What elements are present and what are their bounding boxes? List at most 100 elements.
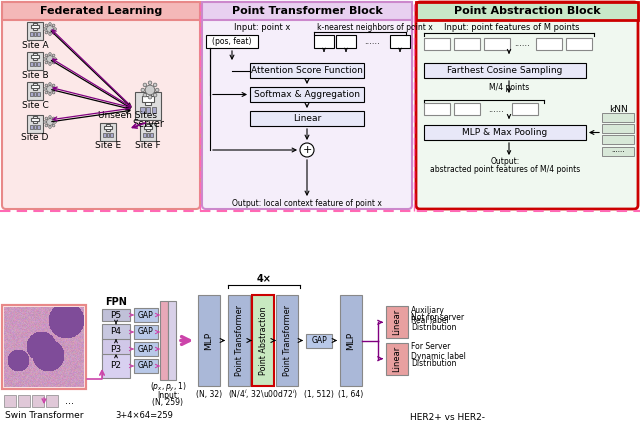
FancyBboxPatch shape xyxy=(454,103,480,115)
Text: Point Transformer: Point Transformer xyxy=(234,305,243,376)
Circle shape xyxy=(45,54,47,57)
FancyBboxPatch shape xyxy=(142,96,154,102)
FancyBboxPatch shape xyxy=(602,124,634,133)
Text: k-nearest neighbors of point x: k-nearest neighbors of point x xyxy=(317,24,433,32)
FancyBboxPatch shape xyxy=(147,133,149,136)
FancyBboxPatch shape xyxy=(314,35,334,48)
Circle shape xyxy=(49,63,51,65)
FancyBboxPatch shape xyxy=(602,135,634,144)
Text: Site B: Site B xyxy=(22,70,48,79)
Text: FPN: FPN xyxy=(105,297,127,307)
Text: ......: ...... xyxy=(611,147,625,153)
Circle shape xyxy=(47,56,53,62)
Circle shape xyxy=(141,88,145,92)
Circle shape xyxy=(52,91,55,94)
Text: Swin Transformer: Swin Transformer xyxy=(4,411,83,419)
Text: Federated Learning: Federated Learning xyxy=(40,6,162,16)
FancyBboxPatch shape xyxy=(134,325,158,339)
Text: Linear: Linear xyxy=(392,309,401,335)
FancyBboxPatch shape xyxy=(102,324,130,340)
Circle shape xyxy=(45,117,47,120)
Circle shape xyxy=(49,126,51,128)
Circle shape xyxy=(52,124,55,127)
FancyBboxPatch shape xyxy=(18,395,30,407)
Text: Point Transformer: Point Transformer xyxy=(282,305,291,376)
FancyBboxPatch shape xyxy=(424,38,450,50)
Circle shape xyxy=(49,116,51,118)
FancyBboxPatch shape xyxy=(202,2,412,209)
Circle shape xyxy=(49,53,51,55)
Text: Input: point x: Input: point x xyxy=(234,24,291,32)
FancyBboxPatch shape xyxy=(100,123,116,141)
FancyBboxPatch shape xyxy=(250,87,364,102)
Text: GAP: GAP xyxy=(138,327,154,336)
Text: Unseen Sites: Unseen Sites xyxy=(99,111,157,121)
FancyBboxPatch shape xyxy=(206,35,258,48)
FancyBboxPatch shape xyxy=(27,52,43,70)
FancyBboxPatch shape xyxy=(136,92,161,120)
FancyBboxPatch shape xyxy=(34,32,36,35)
Text: 3+4×64=259: 3+4×64=259 xyxy=(115,411,173,419)
FancyBboxPatch shape xyxy=(152,108,156,113)
Text: Site E: Site E xyxy=(95,141,121,151)
FancyBboxPatch shape xyxy=(250,63,364,78)
FancyBboxPatch shape xyxy=(34,92,36,95)
Text: 4×: 4× xyxy=(257,274,271,284)
FancyBboxPatch shape xyxy=(103,133,106,136)
FancyBboxPatch shape xyxy=(416,2,638,20)
FancyBboxPatch shape xyxy=(2,305,86,389)
Circle shape xyxy=(54,121,56,123)
Circle shape xyxy=(44,121,46,123)
Text: HER2+ vs HER2-: HER2+ vs HER2- xyxy=(410,414,486,422)
Text: Site C: Site C xyxy=(22,100,49,109)
FancyBboxPatch shape xyxy=(33,53,37,60)
Circle shape xyxy=(54,28,56,30)
FancyBboxPatch shape xyxy=(30,92,33,95)
FancyBboxPatch shape xyxy=(512,103,538,115)
Text: Point Abstraction Block: Point Abstraction Block xyxy=(454,6,600,16)
Circle shape xyxy=(52,31,55,34)
Circle shape xyxy=(52,117,55,120)
Text: $(p_x, p_y, 1)$: $(p_x, p_y, 1)$ xyxy=(150,381,186,394)
Circle shape xyxy=(52,84,55,87)
Text: Distribution: Distribution xyxy=(411,359,456,368)
FancyBboxPatch shape xyxy=(102,354,130,378)
FancyBboxPatch shape xyxy=(140,123,156,141)
FancyBboxPatch shape xyxy=(37,125,40,129)
Text: Linear: Linear xyxy=(392,346,401,372)
Circle shape xyxy=(49,23,51,25)
Text: ......: ...... xyxy=(364,37,380,46)
Circle shape xyxy=(45,124,47,127)
Text: Site D: Site D xyxy=(21,133,49,143)
Text: P3: P3 xyxy=(111,344,122,354)
Circle shape xyxy=(145,85,155,95)
FancyBboxPatch shape xyxy=(32,395,44,407)
Text: GAP: GAP xyxy=(138,344,154,354)
Text: abstracted point features of M/4 points: abstracted point features of M/4 points xyxy=(430,165,580,175)
FancyBboxPatch shape xyxy=(4,395,16,407)
Text: Site A: Site A xyxy=(22,41,48,49)
Text: Dynamic label: Dynamic label xyxy=(411,352,466,361)
Circle shape xyxy=(54,88,56,90)
Circle shape xyxy=(47,26,53,32)
Text: Distribution: Distribution xyxy=(411,323,456,332)
Text: M/4 points: M/4 points xyxy=(489,84,529,92)
FancyBboxPatch shape xyxy=(146,108,150,113)
FancyBboxPatch shape xyxy=(536,38,562,50)
Text: Auxiliary: Auxiliary xyxy=(411,306,445,315)
FancyBboxPatch shape xyxy=(198,295,220,386)
FancyBboxPatch shape xyxy=(30,32,33,35)
FancyBboxPatch shape xyxy=(37,92,40,95)
Text: GAP: GAP xyxy=(138,362,154,371)
Text: Output: local context feature of point x: Output: local context feature of point x xyxy=(232,200,382,208)
Circle shape xyxy=(44,28,46,30)
Circle shape xyxy=(300,143,314,157)
Text: Not for server: Not for server xyxy=(411,313,464,322)
Text: (1, 512): (1, 512) xyxy=(304,390,334,398)
Text: GAP: GAP xyxy=(138,311,154,319)
FancyBboxPatch shape xyxy=(250,111,364,126)
FancyBboxPatch shape xyxy=(602,113,634,122)
Text: Farthest Cosine Sampling: Farthest Cosine Sampling xyxy=(447,66,563,75)
Text: Attention Score Function: Attention Score Function xyxy=(251,66,363,75)
Circle shape xyxy=(49,33,51,35)
